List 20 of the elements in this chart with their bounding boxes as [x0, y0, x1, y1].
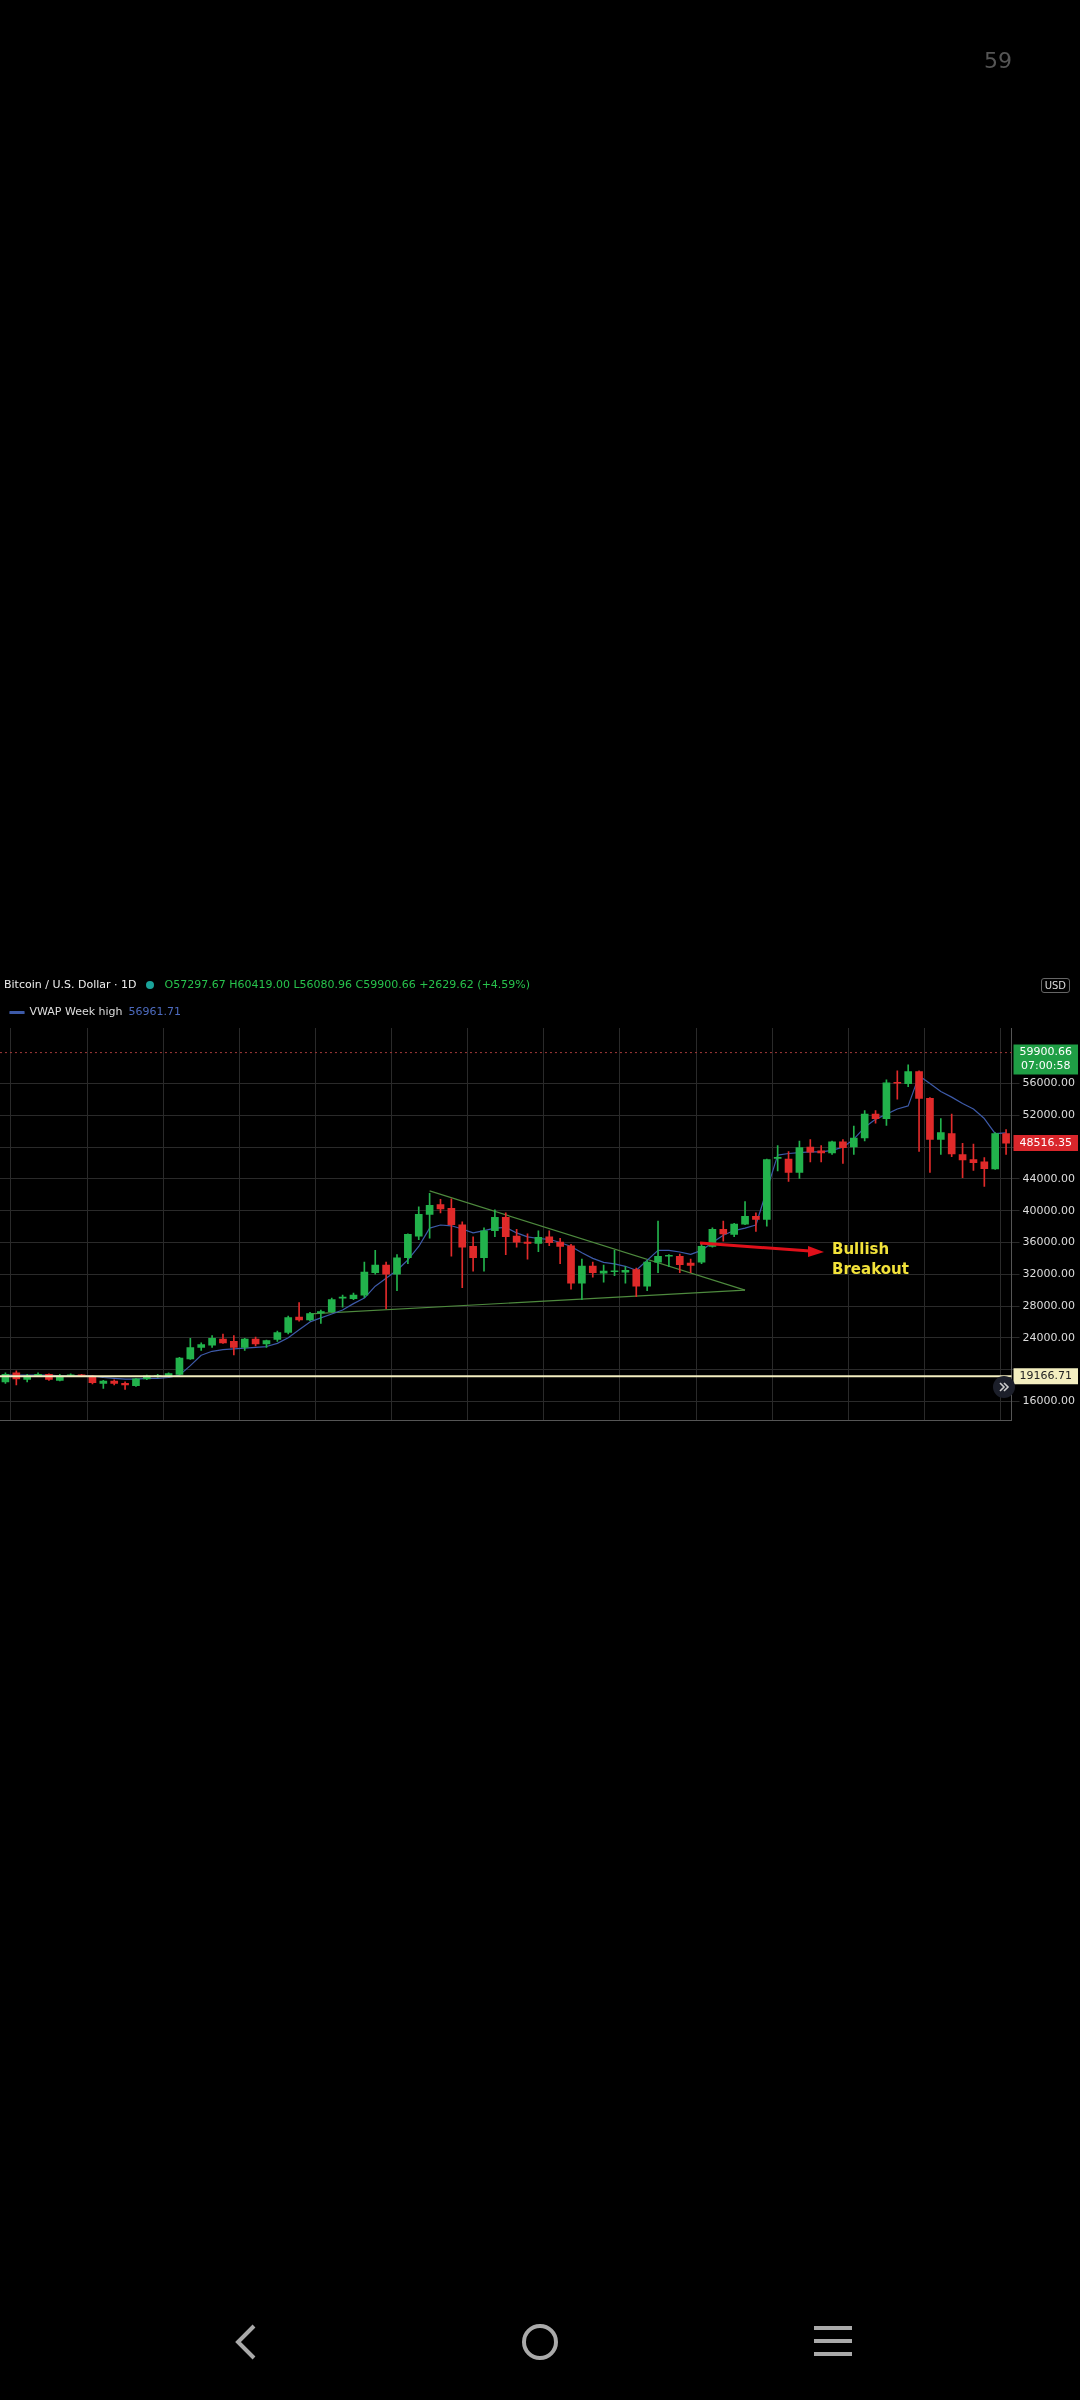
annotation: Bullish Breakout [832, 1239, 909, 1279]
text: 56961.71 [128, 1005, 182, 1019]
y-axis-title: USD [1040, 978, 1070, 993]
text: 59 [984, 48, 1012, 73]
text: 48516.35 [1019, 1135, 1073, 1149]
chart-title: Bitcoin / U.S. Dollar · 1D [4, 978, 137, 991]
y-tick-label: 56000.00 [1022, 1076, 1076, 1090]
y-tick-label: 44000.00 [1022, 1171, 1076, 1185]
legend-label: VWAP Week high [29, 1005, 123, 1019]
text: O57297.67 H60419.00 L56080.96 C59900.66 +2629.62 (+4.59%) [164, 978, 531, 991]
y-tick-label: 40000.00 [1022, 1203, 1076, 1217]
text: 07:00:58 [1021, 1059, 1071, 1073]
y-tick-label: 16000.00 [1022, 1394, 1076, 1408]
y-tick-label: 24000.00 [1022, 1330, 1076, 1344]
ref-line-label: 19166.71 [1019, 1369, 1073, 1383]
ref-line-label: 59900.66 [1019, 1045, 1073, 1059]
y-tick-label: 52000.00 [1022, 1108, 1076, 1122]
y-tick-label: 28000.00 [1022, 1298, 1076, 1312]
y-tick-label: 32000.00 [1022, 1267, 1076, 1281]
y-tick-label: 36000.00 [1022, 1235, 1076, 1249]
